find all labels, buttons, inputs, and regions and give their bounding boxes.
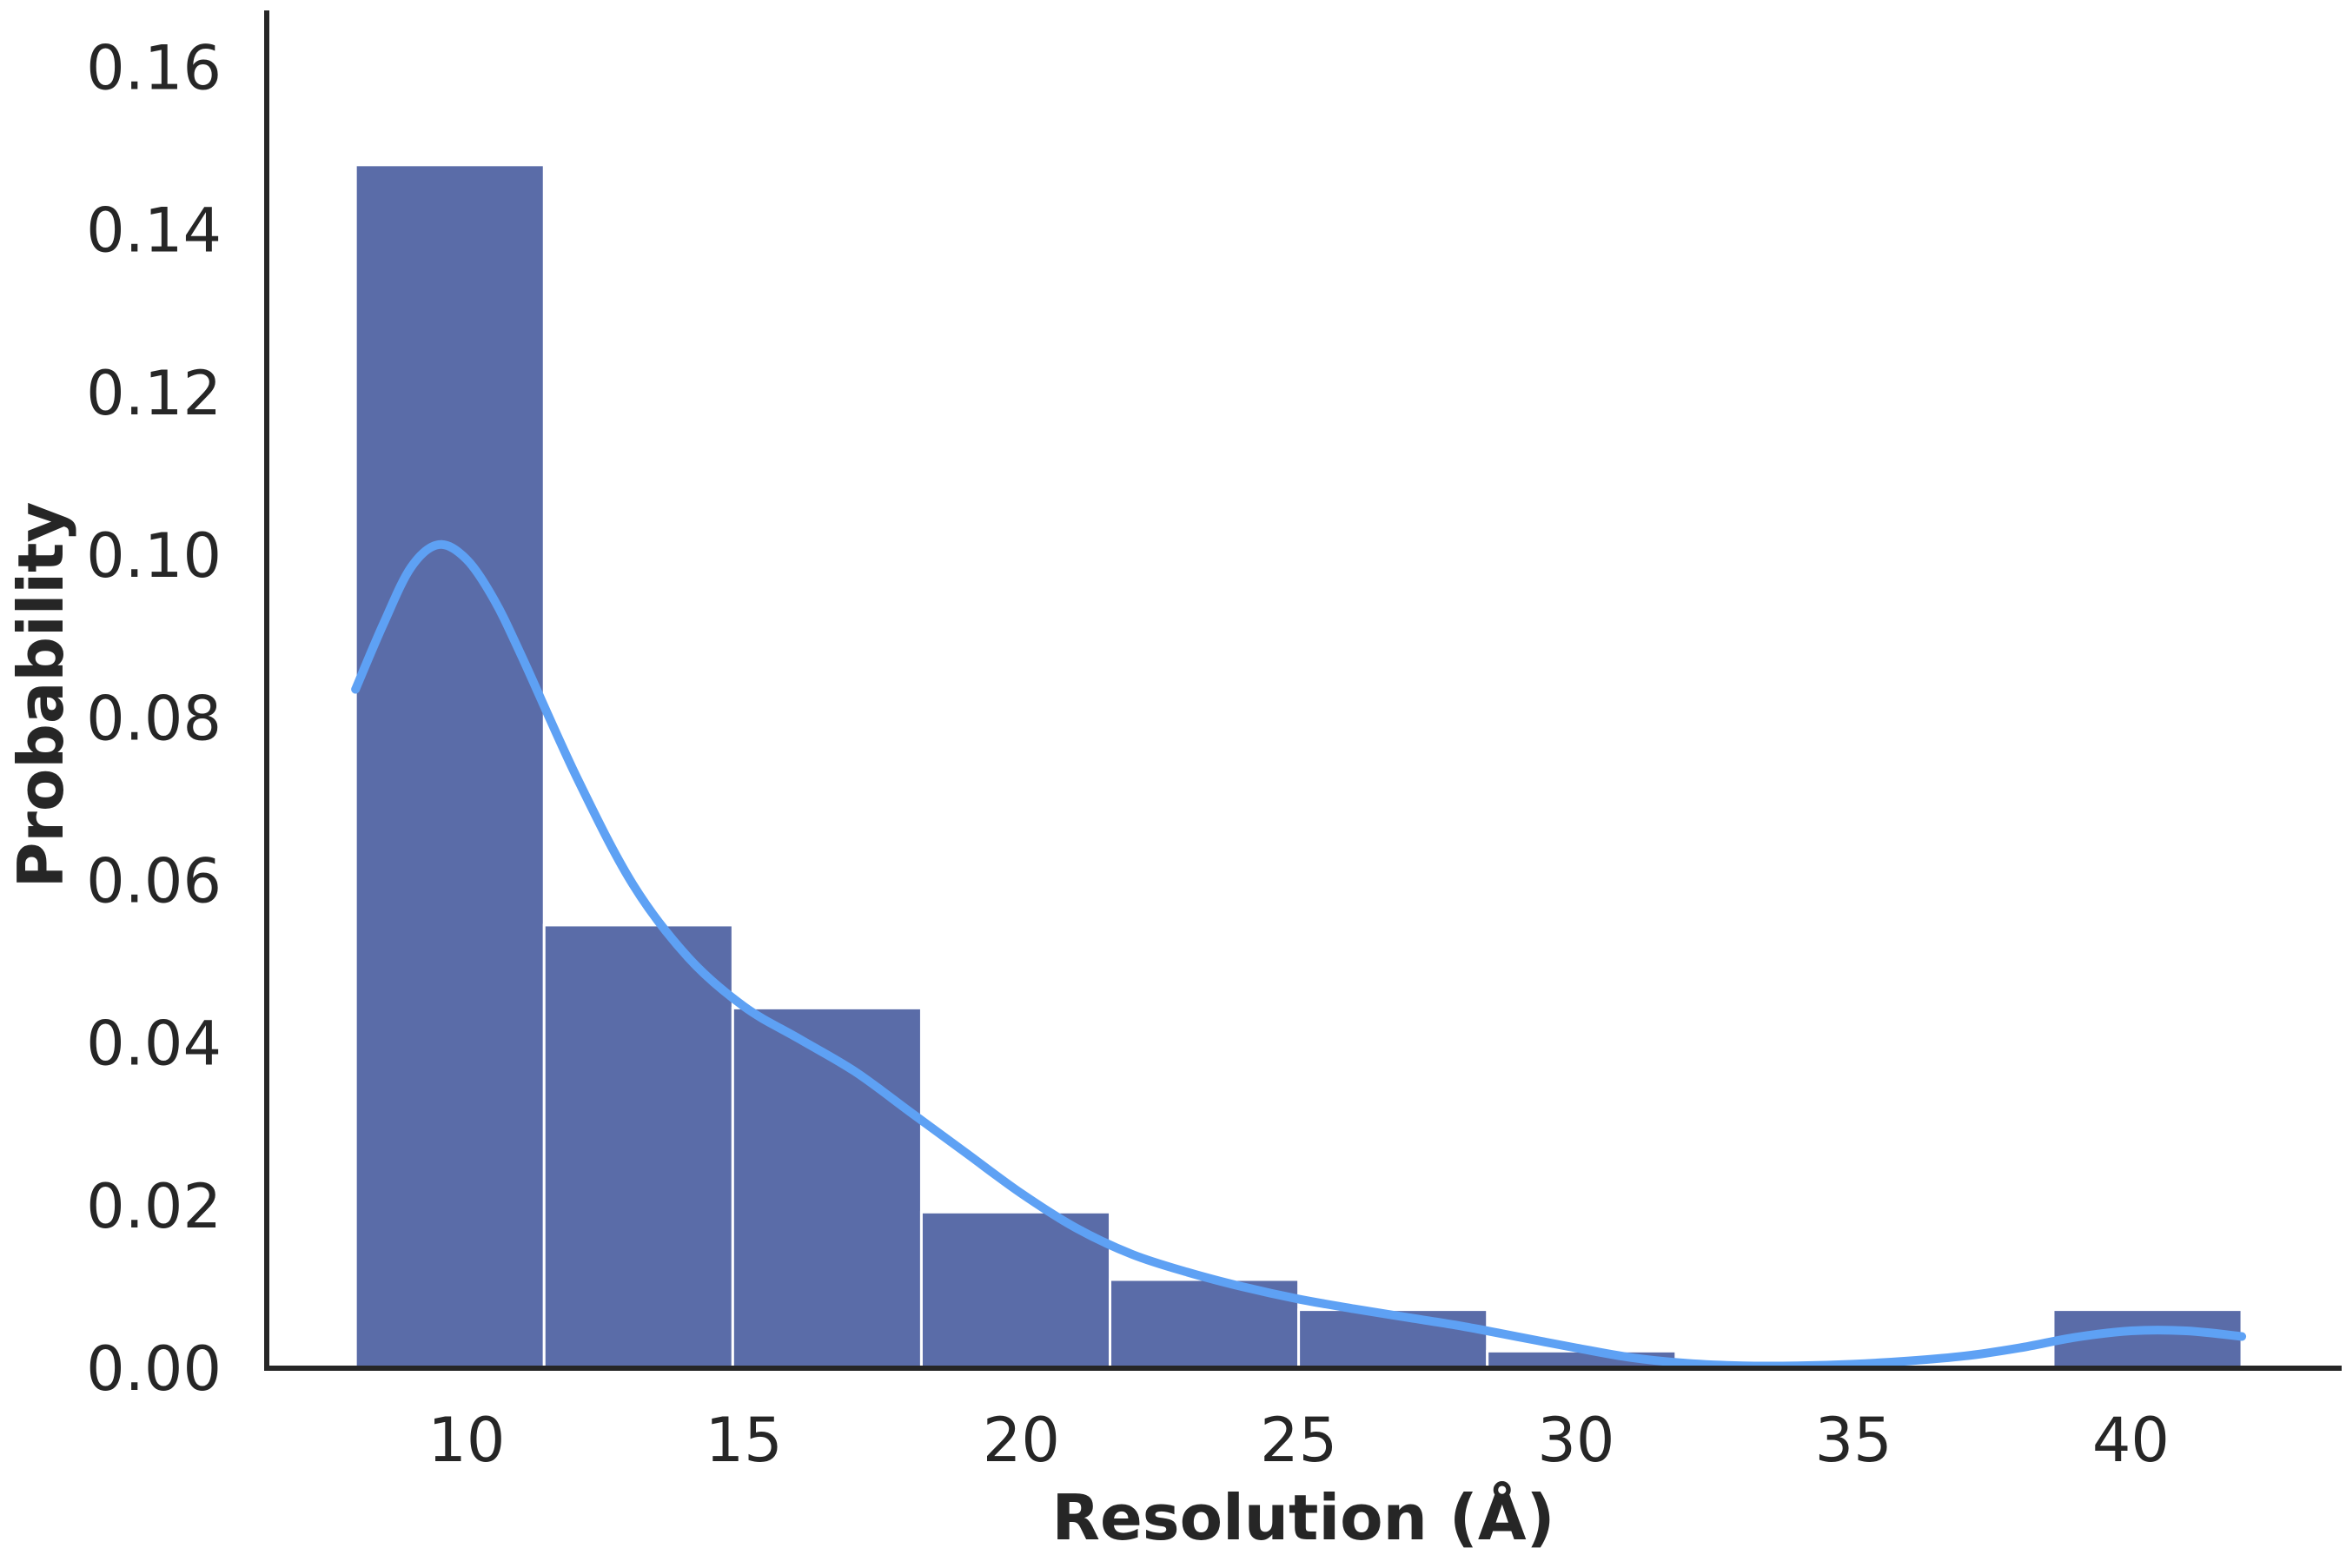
- y-tick-label: 0.00: [86, 1333, 222, 1405]
- x-tick-label: 40: [2092, 1405, 2170, 1476]
- axes-layer: [264, 10, 2342, 1371]
- histogram-bar-0: [354, 163, 546, 1370]
- x-tick-label: 35: [1815, 1405, 1892, 1476]
- x-tick-label: 20: [983, 1405, 1060, 1476]
- kde-layer: [351, 539, 2247, 1371]
- y-tick-label: 0.08: [86, 683, 222, 754]
- y-tick-label: 0.16: [86, 33, 222, 104]
- x-axis-label: Resolution (Å): [1052, 1481, 1555, 1554]
- histogram-bar-1: [542, 923, 734, 1370]
- histogram-bar-2: [731, 1006, 923, 1370]
- histogram-bar-3: [919, 1210, 1112, 1370]
- y-tick-label: 0.10: [86, 520, 222, 592]
- y-tick-label: 0.04: [86, 1009, 222, 1080]
- y-tick-label: 0.14: [86, 195, 222, 267]
- y-tick-label: 0.02: [86, 1171, 222, 1242]
- ticks-layer: 0.00 0.02 0.04 0.06 0.08 0.10 0.12 0.14 0.16 10 15…: [86, 33, 2170, 1476]
- x-tick-label: 15: [706, 1405, 783, 1476]
- bars-layer: [354, 163, 2243, 1370]
- x-tick-label: 30: [1537, 1405, 1614, 1476]
- kde-curve: [351, 539, 2247, 1371]
- y-tick-label: 0.06: [86, 845, 222, 916]
- x-tick-label: 25: [1260, 1405, 1337, 1476]
- x-tick-label: 10: [427, 1405, 505, 1476]
- y-tick-label: 0.12: [86, 358, 222, 429]
- y-axis-label: Probability: [4, 502, 77, 889]
